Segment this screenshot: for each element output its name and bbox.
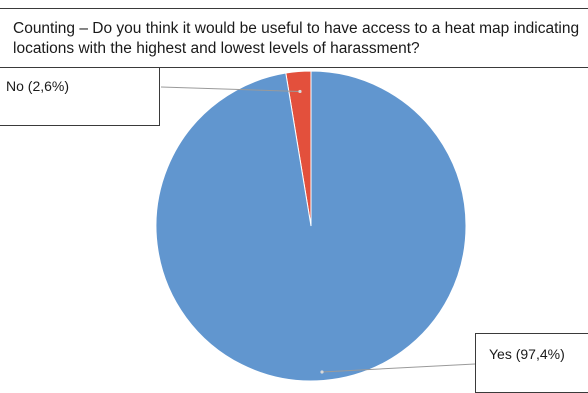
chart-title: Counting – Do you think it would be usef…	[13, 20, 580, 57]
leader-line-yes	[321, 363, 476, 373]
leader-line-yes-dot	[320, 370, 324, 374]
leader-line-no-dot	[298, 89, 302, 94]
title-rule	[0, 67, 588, 68]
slice-label-yes-text: Yes (97,4%)	[489, 346, 565, 362]
top-rule	[0, 8, 588, 9]
slice-label-yes: Yes (97,4%)	[475, 333, 588, 393]
leader-line-no	[160, 86, 301, 92]
slice-label-no-text: No (2,6%)	[6, 78, 70, 94]
pie-slice-yes	[155, 70, 467, 382]
slice-label-no: No (2,6%)	[0, 68, 160, 126]
